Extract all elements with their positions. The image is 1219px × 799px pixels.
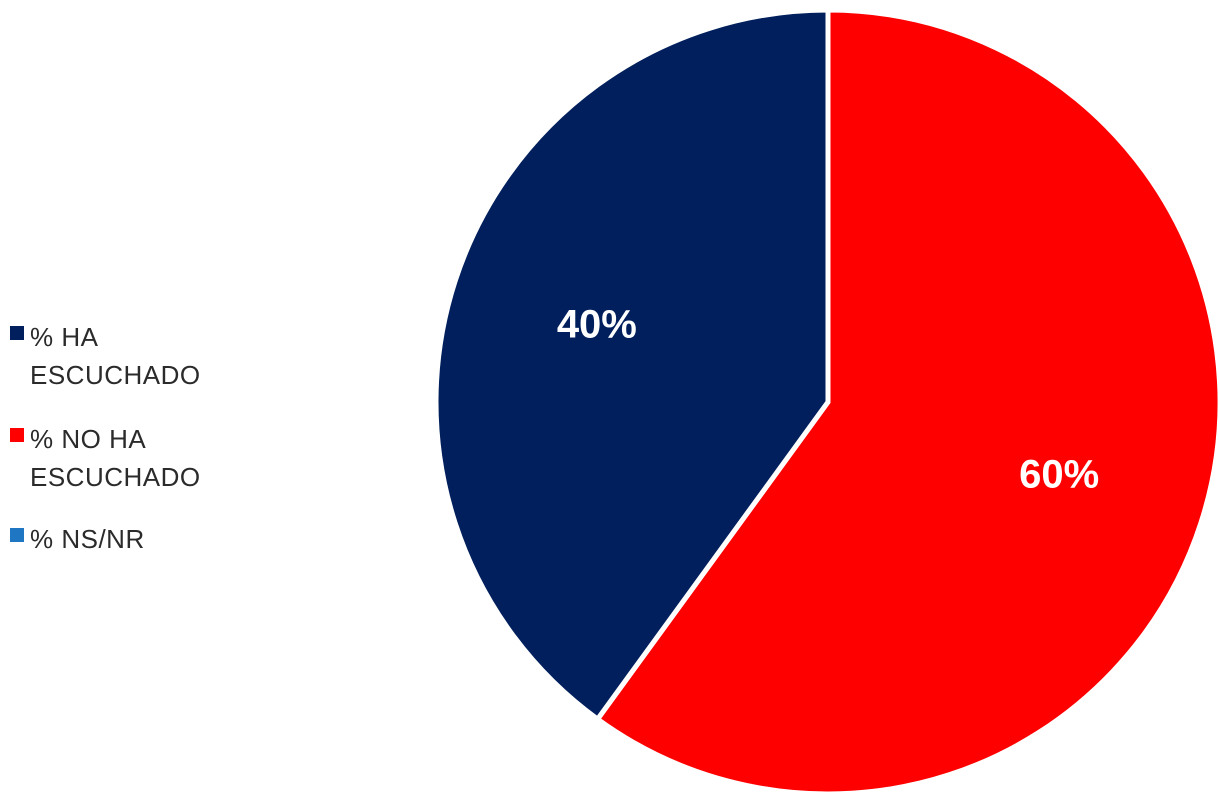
legend-swatch-no-ha-escuchado bbox=[10, 428, 24, 442]
pie-slice-no-ha-escuchado bbox=[594, 7, 1219, 797]
legend-swatch-ns-nr bbox=[10, 528, 24, 542]
legend-swatch-ha-escuchado bbox=[10, 326, 24, 340]
legend-label-ns-nr: % NS/NR bbox=[30, 524, 145, 554]
legend-item-no-ha-escuchado: % NO HA ESCUCHADO bbox=[10, 420, 220, 496]
legend-label-ha-escuchado: % HA ESCUCHADO bbox=[30, 322, 201, 390]
legend-label-no-ha-escuchado: % NO HA ESCUCHADO bbox=[30, 424, 201, 492]
legend-item-ns-nr: % NS/NR bbox=[10, 520, 240, 558]
data-label-no-ha-escuchado: 60% bbox=[1019, 453, 1099, 497]
data-label-ha-escuchado: 40% bbox=[557, 302, 637, 346]
pie-slice-ha-escuchado bbox=[433, 7, 831, 723]
legend-item-ha-escuchado: % HA ESCUCHADO bbox=[10, 318, 240, 394]
